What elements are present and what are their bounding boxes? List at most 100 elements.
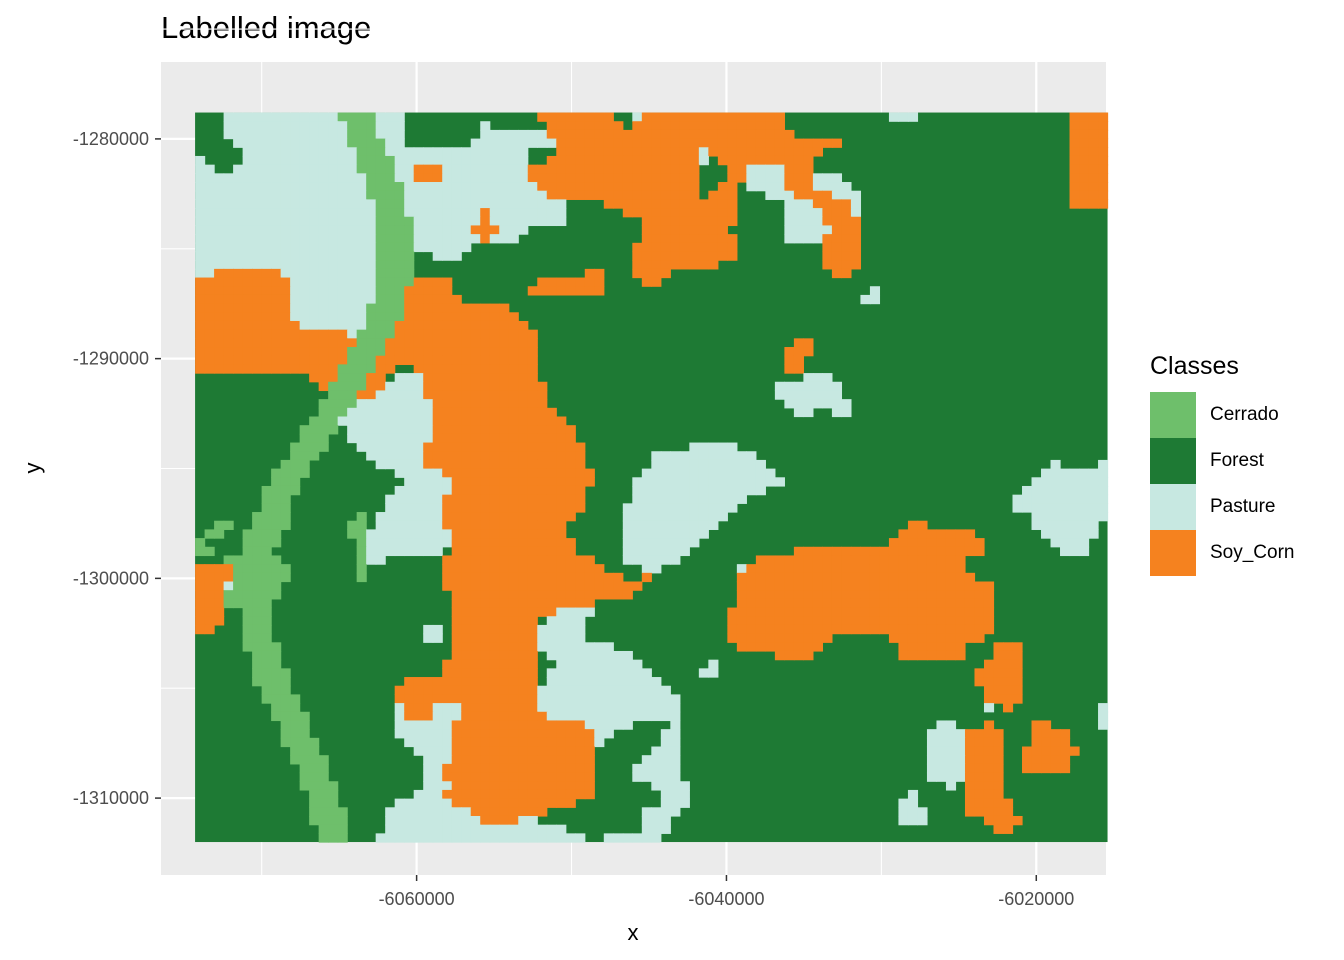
raster-cell-soy-corn xyxy=(271,347,282,357)
raster-cell-soy-corn xyxy=(1069,121,1080,131)
raster-cell-soy-corn xyxy=(575,129,586,140)
raster-cell-pasture xyxy=(423,538,434,548)
raster-cell-soy-corn xyxy=(575,503,586,513)
raster-cell-pasture xyxy=(622,520,633,530)
raster-cell-pasture xyxy=(413,798,424,808)
raster-cell-pasture xyxy=(461,242,472,253)
raster-cell-soy-corn xyxy=(898,529,909,539)
raster-cell-pasture xyxy=(385,147,396,157)
raster-cell-pasture xyxy=(698,494,709,504)
raster-cell-soy-corn xyxy=(451,373,462,383)
raster-cell-soy-corn xyxy=(546,555,557,565)
raster-cell-pasture xyxy=(755,164,766,174)
raster-cell-pasture xyxy=(347,199,358,209)
raster-cell-soy-corn xyxy=(774,590,785,600)
raster-cell-pasture xyxy=(926,729,938,739)
raster-cell-soy-corn xyxy=(784,355,795,365)
raster-cell-soy-corn xyxy=(508,520,519,530)
raster-cell-soy-corn xyxy=(945,529,957,539)
raster-cell-cerrado xyxy=(214,529,225,539)
raster-cell-cerrado xyxy=(356,381,367,392)
raster-cell-soy-corn xyxy=(423,173,434,183)
raster-cell-soy-corn xyxy=(527,781,538,791)
raster-cell-soy-corn xyxy=(527,720,538,730)
raster-cell-soy-corn xyxy=(461,607,472,617)
raster-cell-soy-corn xyxy=(793,650,804,661)
raster-cell-pasture xyxy=(1060,546,1071,557)
raster-cell-soy-corn xyxy=(803,607,814,617)
raster-cell-soy-corn xyxy=(755,581,766,591)
raster-cell-pasture xyxy=(214,234,225,244)
raster-cell-soy-corn xyxy=(708,138,719,148)
raster-cell-cerrado xyxy=(271,572,282,583)
raster-cell-pasture xyxy=(546,677,557,687)
raster-cell-soy-corn xyxy=(565,451,576,461)
raster-cell-soy-corn xyxy=(613,155,624,166)
raster-cell-soy-corn xyxy=(679,199,690,209)
raster-cell-pasture xyxy=(290,225,301,235)
raster-cell-soy-corn xyxy=(518,494,529,504)
raster-cell-soy-corn xyxy=(442,772,453,782)
raster-cell-pasture xyxy=(584,659,595,669)
raster-cell-soy-corn xyxy=(537,477,548,487)
raster-cell-pasture xyxy=(375,451,386,461)
raster-cell-cerrado xyxy=(252,581,263,591)
raster-cell-cerrado xyxy=(299,720,310,730)
raster-cell-soy-corn xyxy=(584,138,595,148)
raster-cell-pasture xyxy=(1088,485,1099,496)
raster-cell-pasture xyxy=(375,433,386,444)
raster-cell-pasture xyxy=(594,720,605,730)
raster-cell-pasture xyxy=(271,155,282,166)
raster-cell-soy-corn xyxy=(632,155,643,166)
raster-cell-pasture xyxy=(869,286,881,296)
raster-cell-soy-corn xyxy=(765,129,776,140)
raster-cell-soy-corn xyxy=(508,433,519,444)
raster-cell-soy-corn xyxy=(1069,138,1080,148)
raster-cell-pasture xyxy=(641,833,652,843)
raster-cell-soy-corn xyxy=(309,373,320,383)
raster-cell-pasture xyxy=(375,555,386,565)
raster-cell-pasture xyxy=(641,494,652,504)
raster-cell-pasture xyxy=(746,164,757,174)
raster-cell-soy-corn xyxy=(442,572,453,583)
raster-cell-pasture xyxy=(1050,503,1061,513)
raster-cell-pasture xyxy=(318,182,329,192)
raster-cell-soy-corn xyxy=(537,286,548,296)
raster-cell-pasture xyxy=(252,225,263,235)
raster-cell-soy-corn xyxy=(442,451,453,461)
raster-cell-soy-corn xyxy=(632,129,643,140)
raster-cell-pasture xyxy=(423,798,434,808)
raster-cell-soy-corn xyxy=(698,234,709,244)
raster-cell-soy-corn xyxy=(480,320,491,331)
raster-cell-pasture xyxy=(337,155,348,166)
raster-cell-soy-corn xyxy=(803,338,814,348)
raster-cell-pasture xyxy=(432,182,443,192)
raster-cell-soy-corn xyxy=(784,364,795,374)
raster-cell-cerrado xyxy=(356,155,367,166)
raster-cell-pasture xyxy=(812,390,823,400)
raster-cell-soy-corn xyxy=(1088,147,1099,157)
raster-cell-soy-corn xyxy=(518,763,529,774)
raster-cell-soy-corn xyxy=(974,633,985,643)
raster-cell-soy-corn xyxy=(584,555,595,565)
raster-cell-pasture xyxy=(708,659,719,669)
raster-cell-soy-corn xyxy=(1088,121,1099,131)
raster-cell-soy-corn xyxy=(831,572,843,583)
raster-cell-pasture xyxy=(575,703,586,713)
raster-cell-pasture xyxy=(660,520,671,530)
raster-cell-soy-corn xyxy=(679,216,690,227)
raster-cell-soy-corn xyxy=(470,729,481,739)
raster-cell-soy-corn xyxy=(689,155,700,166)
raster-cell-pasture xyxy=(651,564,662,574)
raster-cell-soy-corn xyxy=(898,555,909,565)
raster-cell-pasture xyxy=(347,277,358,287)
raster-cell-pasture xyxy=(442,147,453,157)
raster-cell-pasture xyxy=(670,711,681,722)
raster-cell-pasture xyxy=(252,234,263,244)
raster-cell-soy-corn xyxy=(1060,737,1071,748)
raster-cell-soy-corn xyxy=(261,303,272,313)
raster-cell-soy-corn xyxy=(556,416,567,426)
raster-cell-pasture xyxy=(233,208,244,218)
raster-cell-soy-corn xyxy=(945,572,957,583)
raster-cell-pasture xyxy=(432,208,443,218)
